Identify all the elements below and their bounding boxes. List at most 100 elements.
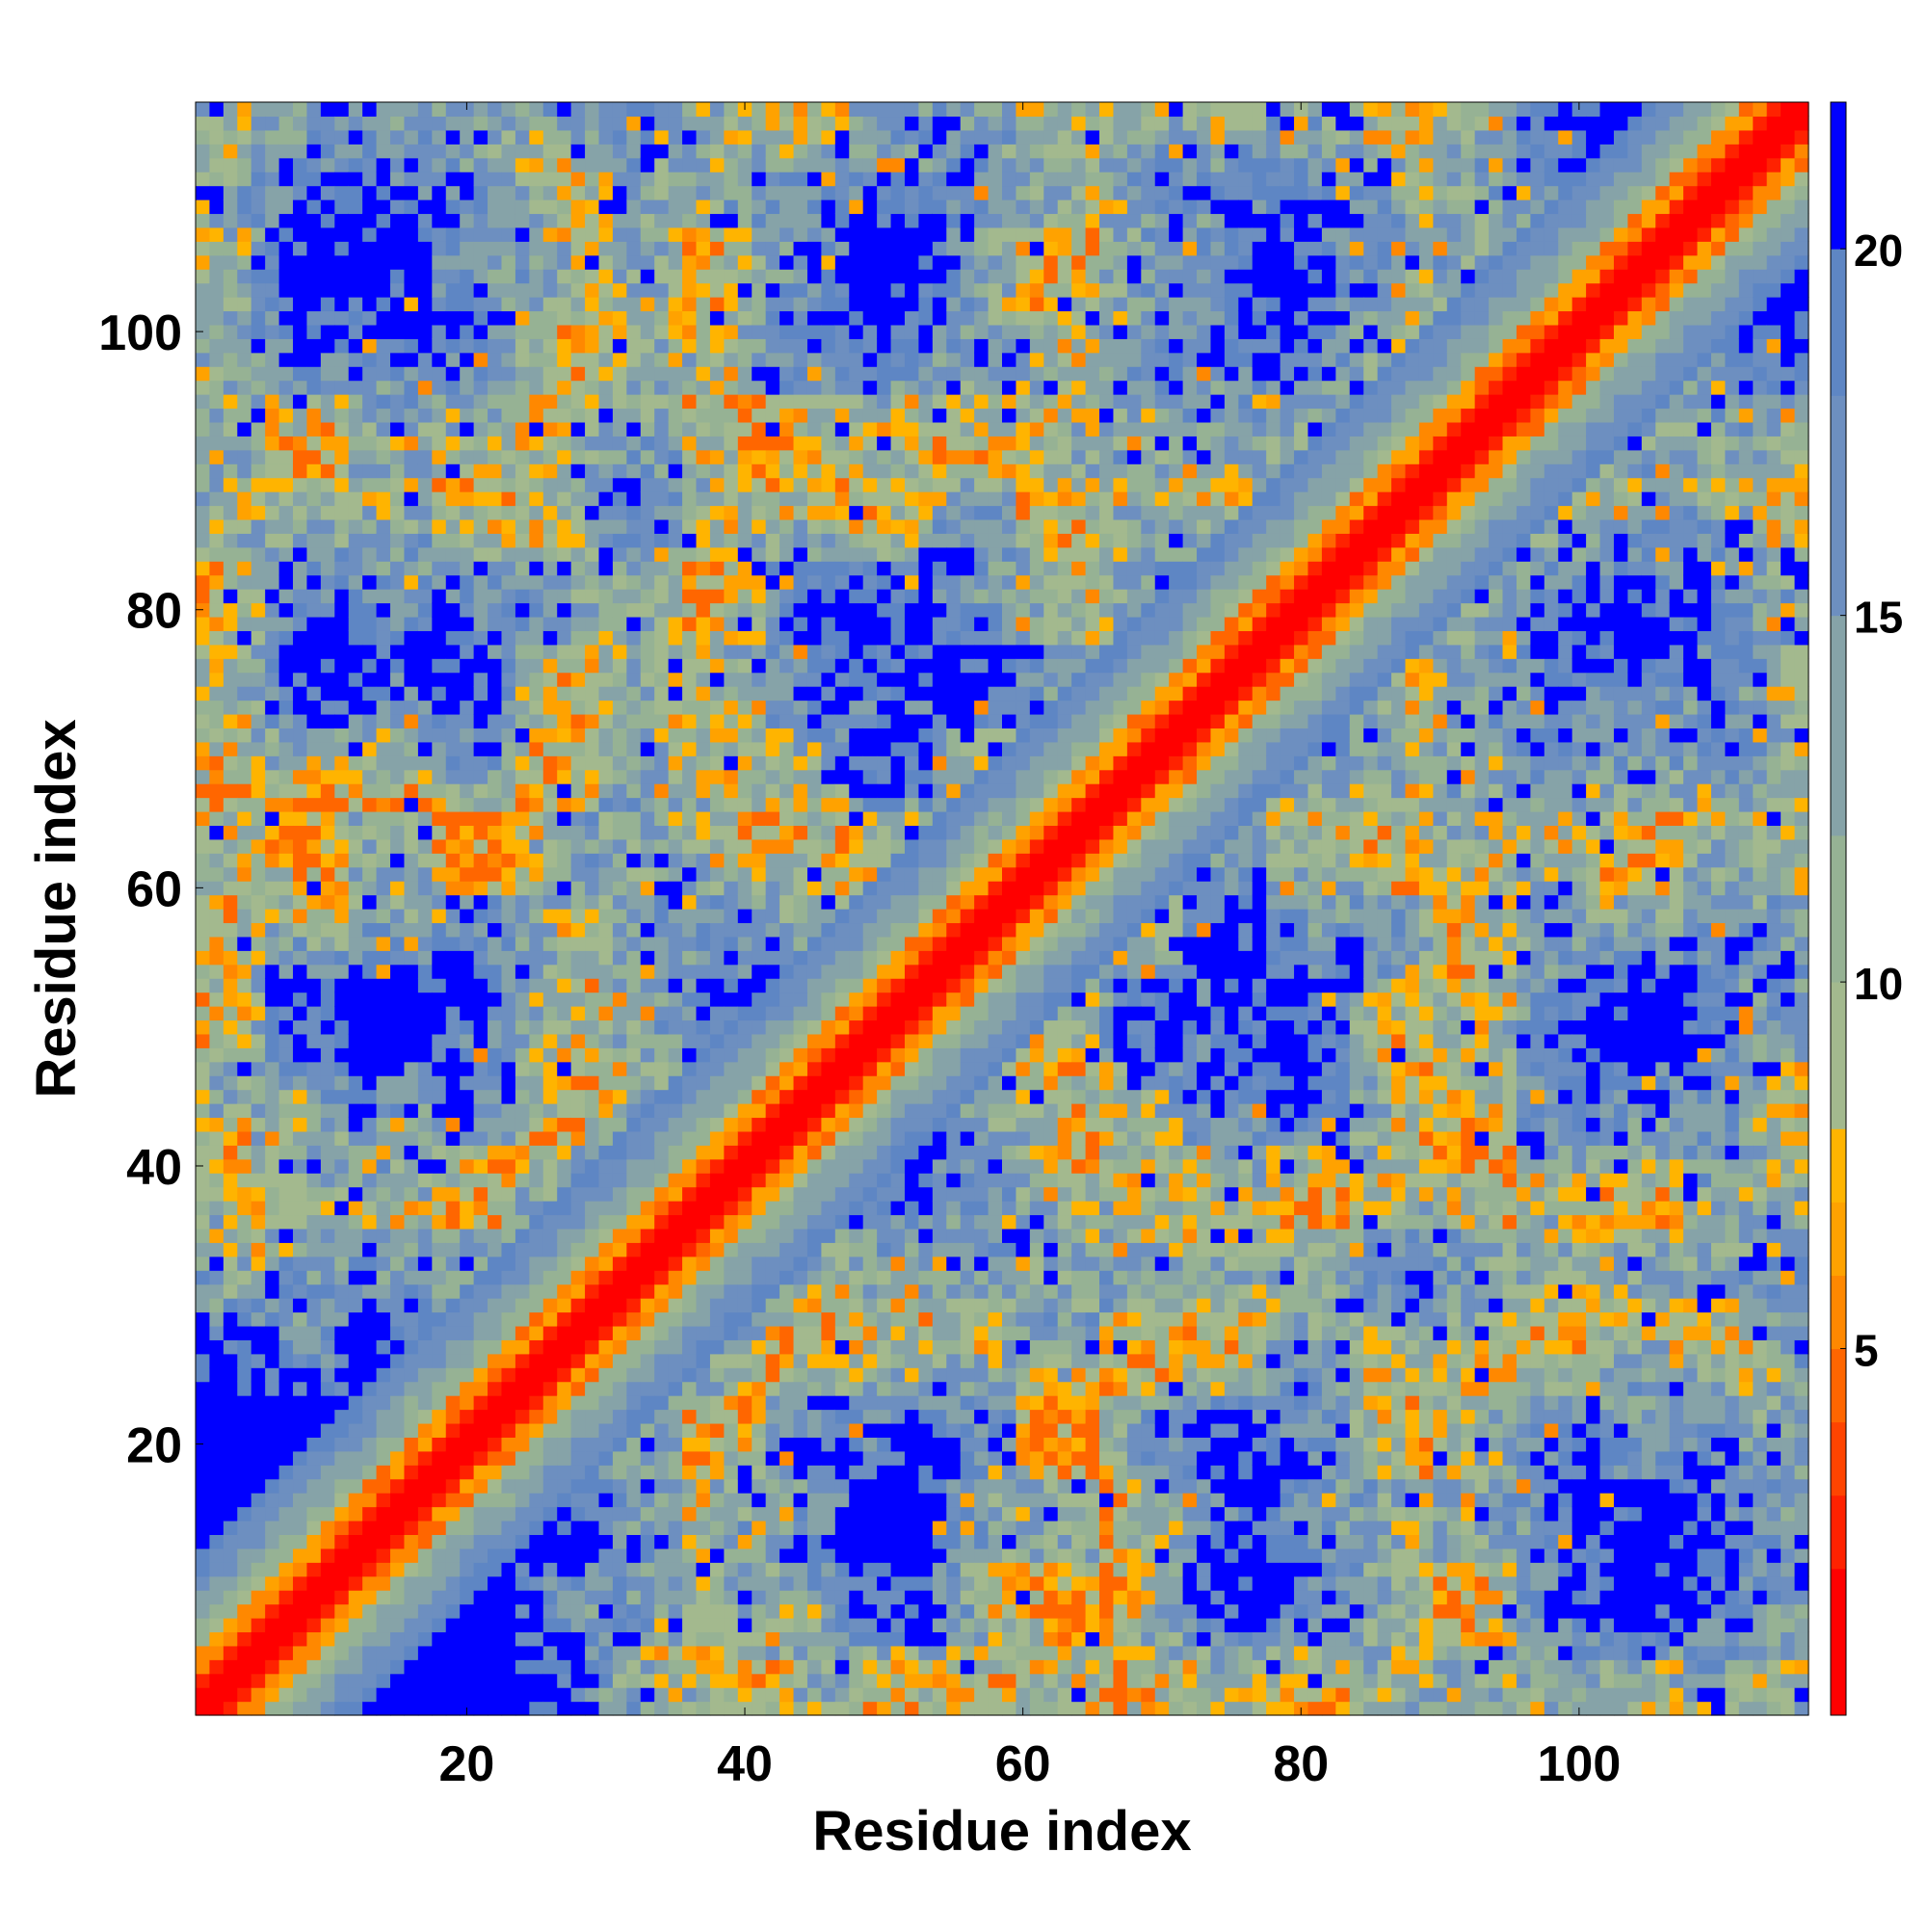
heatmap-cell (724, 226, 739, 242)
heatmap-cell (209, 964, 224, 979)
heatmap-cell (348, 964, 363, 979)
heatmap-cell (417, 533, 433, 548)
heatmap-cell (570, 741, 586, 756)
heatmap-cell (196, 922, 211, 938)
heatmap-cell (237, 1575, 252, 1591)
heatmap-cell (237, 672, 252, 687)
heatmap-cell (278, 574, 294, 590)
heatmap-cell (557, 352, 572, 367)
heatmap-cell (237, 1325, 252, 1340)
heatmap-cell (724, 1450, 739, 1466)
heatmap-cell (223, 728, 238, 743)
heatmap-cell (460, 1284, 475, 1299)
heatmap-cell (585, 436, 600, 451)
heatmap-cell (445, 1089, 461, 1104)
heatmap-cell (223, 672, 238, 687)
heatmap-cell (196, 992, 211, 1007)
heatmap-cell (293, 1006, 308, 1021)
heatmap-cell (209, 226, 224, 242)
heatmap-cell (765, 1228, 780, 1243)
heatmap-cell (557, 755, 572, 771)
heatmap-cell (223, 157, 238, 172)
heatmap-cell (488, 1493, 503, 1508)
heatmap-cell (417, 686, 433, 701)
heatmap-cell (612, 936, 627, 951)
heatmap-cell (196, 1214, 211, 1230)
heatmap-cell (488, 1687, 503, 1703)
heatmap-cell (682, 269, 698, 284)
heatmap-cell (334, 1117, 350, 1132)
heatmap-cell (460, 491, 475, 507)
heatmap-cell (417, 102, 433, 118)
heatmap-cell (265, 616, 280, 631)
heatmap-cell (654, 546, 670, 562)
heatmap-cell (417, 1701, 433, 1716)
heatmap-cell (376, 102, 391, 118)
heatmap-cell (223, 226, 238, 242)
heatmap-cell (237, 1590, 252, 1605)
heatmap-cell (460, 1367, 475, 1383)
heatmap-cell (515, 1006, 530, 1021)
heatmap-cell (306, 1701, 322, 1716)
heatmap-cell (432, 1465, 447, 1480)
heatmap-cell (709, 421, 725, 437)
heatmap-cell (237, 1186, 252, 1202)
heatmap-cell (293, 755, 308, 771)
heatmap-cell (696, 241, 711, 256)
heatmap-cell (320, 630, 335, 646)
heatmap-cell (598, 866, 614, 882)
heatmap-cell (265, 310, 280, 326)
heatmap-cell (209, 185, 224, 200)
heatmap-cell (432, 1701, 447, 1716)
heatmap-cell (404, 1575, 419, 1591)
heatmap-cell (612, 1493, 627, 1508)
heatmap-cell (585, 1061, 600, 1076)
heatmap-cell (585, 533, 600, 548)
heatmap-cell (640, 310, 655, 326)
heatmap-cell (682, 1256, 698, 1271)
heatmap-cell (765, 1047, 780, 1063)
heatmap-cell (640, 589, 655, 604)
heatmap-cell (362, 838, 378, 854)
heatmap-cell (223, 380, 238, 395)
heatmap-cell (293, 1506, 308, 1522)
heatmap-cell (501, 838, 516, 854)
heatmap-cell (765, 1033, 780, 1048)
heatmap-cell (682, 436, 698, 451)
heatmap-cell (417, 310, 433, 326)
heatmap-cell (724, 546, 739, 562)
heatmap-cell (529, 1130, 544, 1146)
heatmap-cell (724, 783, 739, 799)
heatmap-cell (501, 144, 516, 159)
heatmap-cell (682, 894, 698, 910)
heatmap-cell (237, 394, 252, 410)
heatmap-cell (445, 1117, 461, 1132)
heatmap-cell (362, 574, 378, 590)
heatmap-cell (196, 630, 211, 646)
heatmap-cell (432, 1562, 447, 1577)
heatmap-cell (515, 1590, 530, 1605)
heatmap-cell (501, 1284, 516, 1299)
heatmap-cell (640, 672, 655, 687)
heatmap-cell (668, 1075, 683, 1091)
heatmap-cell (348, 1061, 363, 1076)
heatmap-cell (223, 1311, 238, 1327)
heatmap-cell (654, 700, 670, 715)
heatmap-cell (223, 1631, 238, 1647)
heatmap-cell (765, 116, 780, 131)
heatmap-cell (709, 491, 725, 507)
heatmap-cell (265, 630, 280, 646)
heatmap-cell (542, 825, 558, 840)
heatmap-cell (752, 950, 767, 966)
heatmap-cell (223, 338, 238, 354)
heatmap-cell (724, 1687, 739, 1703)
heatmap-cell (348, 269, 363, 284)
heatmap-cell (696, 533, 711, 548)
heatmap-cell (417, 1047, 433, 1063)
heatmap-cell (668, 241, 683, 256)
heatmap-cell (417, 1325, 433, 1340)
heatmap-cell (570, 1270, 586, 1285)
heatmap-cell (445, 1645, 461, 1660)
heatmap-cell (417, 1603, 433, 1619)
heatmap-cell (293, 338, 308, 354)
